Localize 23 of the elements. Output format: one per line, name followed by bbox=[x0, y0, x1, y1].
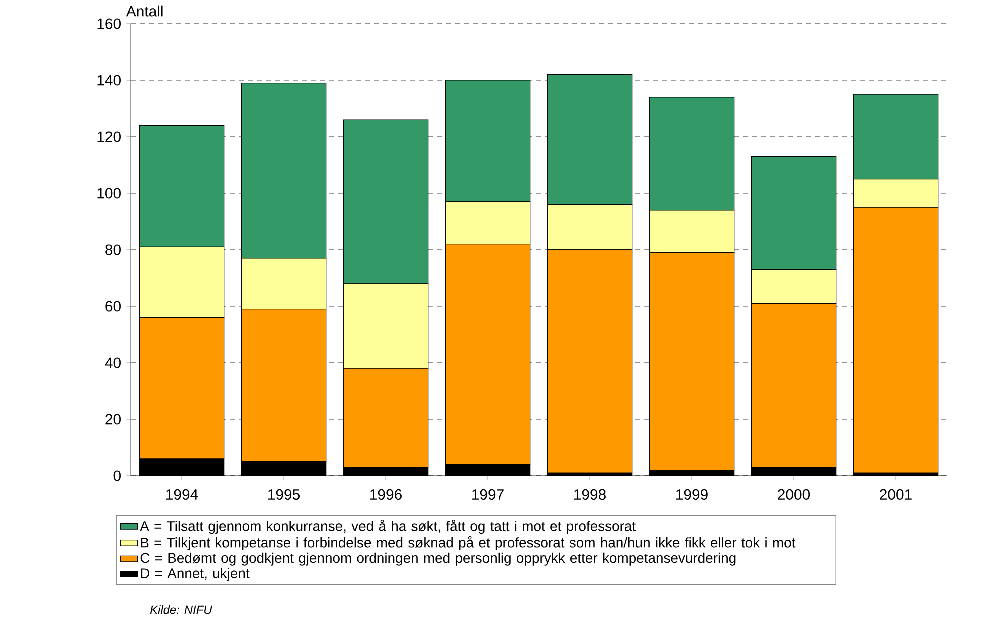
y-tick-label: 120 bbox=[98, 132, 121, 142]
x-tick-label: 1994 bbox=[166, 489, 198, 500]
legend-label: A = Tilsatt gjennom konkurranse, ved å ha søkt, fått og tatt i mot et professorat bbox=[140, 520, 636, 534]
x-tick-label: 1996 bbox=[370, 489, 402, 500]
y-tick-label: 140 bbox=[98, 75, 121, 86]
y-tick-label: 0 bbox=[114, 470, 121, 482]
legend-label: C = Bedømt og godkjent gjennom ordningen med personlig opprykk etter kompetansevurdering bbox=[140, 552, 736, 566]
y-tick-label: 100 bbox=[98, 188, 121, 199]
y-tick-label: 20 bbox=[106, 414, 121, 425]
y-tick-label: 80 bbox=[106, 244, 121, 256]
legend-label: B = Tilkjent kompetanse i forbindelse med søknad på et professorat som han/hun ikke fikk eller tok i mot bbox=[141, 536, 796, 551]
y-axis-title: Antall bbox=[126, 6, 163, 17]
y-tick-label: 60 bbox=[106, 301, 121, 312]
x-tick-label: 1995 bbox=[268, 489, 300, 500]
x-tick-label: 1999 bbox=[676, 489, 708, 500]
x-tick-label: 1997 bbox=[472, 489, 504, 500]
x-tick-label: 2000 bbox=[778, 489, 810, 500]
x-tick-label: 2001 bbox=[880, 489, 912, 500]
y-tick-label: 160 bbox=[98, 18, 121, 30]
text: Kilde: NIFU bbox=[150, 605, 212, 614]
legend-label: D = Annet, ukjent bbox=[141, 568, 250, 582]
x-tick-label: 1998 bbox=[574, 489, 606, 500]
y-tick-label: 40 bbox=[105, 358, 121, 368]
